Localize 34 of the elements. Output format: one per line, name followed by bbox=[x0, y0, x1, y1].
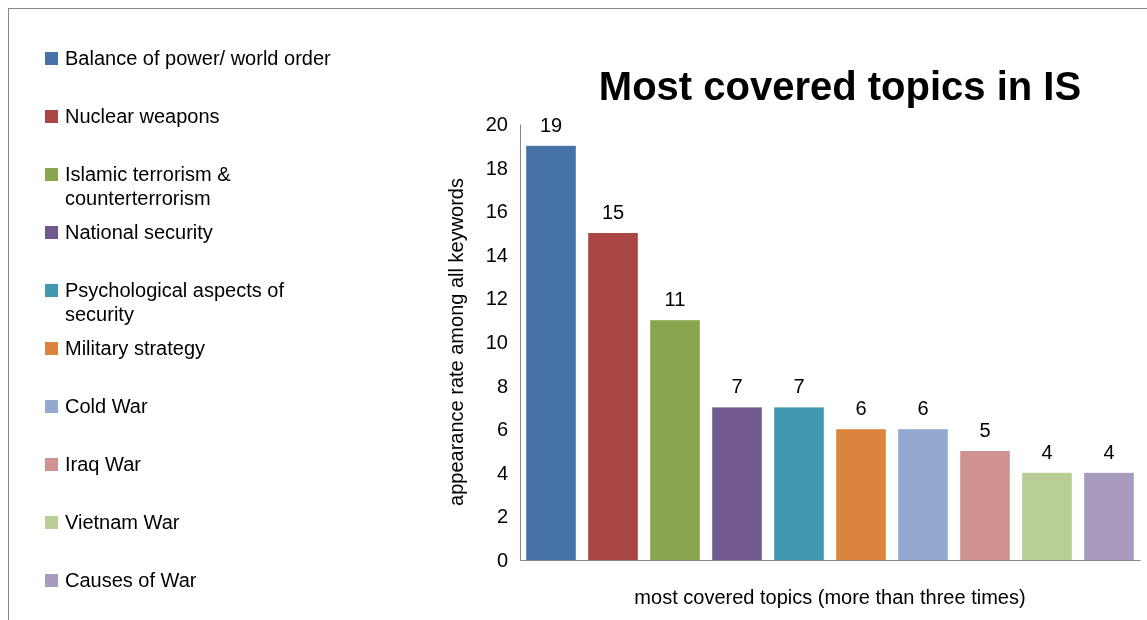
y-tick-label: 4 bbox=[496, 461, 508, 484]
chart-title: Most covered topics in IS bbox=[598, 64, 1082, 108]
legend-label: Islamic terrorism & counterterrorism bbox=[65, 163, 232, 210]
legend-label: Iraq War bbox=[65, 453, 142, 476]
data-label: 15 bbox=[601, 201, 625, 223]
y-tick-label: 8 bbox=[496, 374, 508, 397]
x-axis-title: most covered topics (more than three times) bbox=[634, 586, 1026, 608]
y-tick-label: 0 bbox=[496, 548, 508, 571]
y-tick-label: 2 bbox=[496, 505, 508, 528]
data-label: 5 bbox=[979, 419, 991, 441]
y-tick-label: 6 bbox=[496, 418, 508, 441]
y-axis-title: appearance rate among all keywords bbox=[445, 178, 467, 506]
y-tick-label: 16 bbox=[485, 200, 508, 223]
legend-label: Balance of power/ world order bbox=[65, 47, 332, 70]
y-tick-label: 10 bbox=[485, 330, 508, 353]
legend-label: Cold War bbox=[65, 395, 148, 418]
y-tick-label: 14 bbox=[485, 243, 508, 266]
legend-label: Military strategy bbox=[65, 337, 206, 360]
data-label: 11 bbox=[664, 288, 686, 311]
legend-label: National security bbox=[65, 221, 213, 244]
data-label: 6 bbox=[855, 397, 867, 420]
data-label: 4 bbox=[1103, 440, 1115, 463]
y-tick-label: 12 bbox=[485, 287, 508, 310]
data-label: 4 bbox=[1041, 440, 1053, 463]
data-label: 7 bbox=[731, 375, 743, 398]
data-label: 6 bbox=[917, 397, 929, 420]
legend-label: Causes of War bbox=[65, 569, 197, 592]
legend-label: Vietnam War bbox=[65, 511, 180, 534]
y-tick-label: 20 bbox=[485, 112, 508, 135]
legend-label: Psychological aspects of security bbox=[65, 279, 285, 326]
data-label: 19 bbox=[539, 113, 563, 136]
data-label: 7 bbox=[793, 375, 805, 398]
y-tick-label: 18 bbox=[485, 156, 508, 179]
legend-label: Nuclear weapons bbox=[65, 105, 220, 128]
